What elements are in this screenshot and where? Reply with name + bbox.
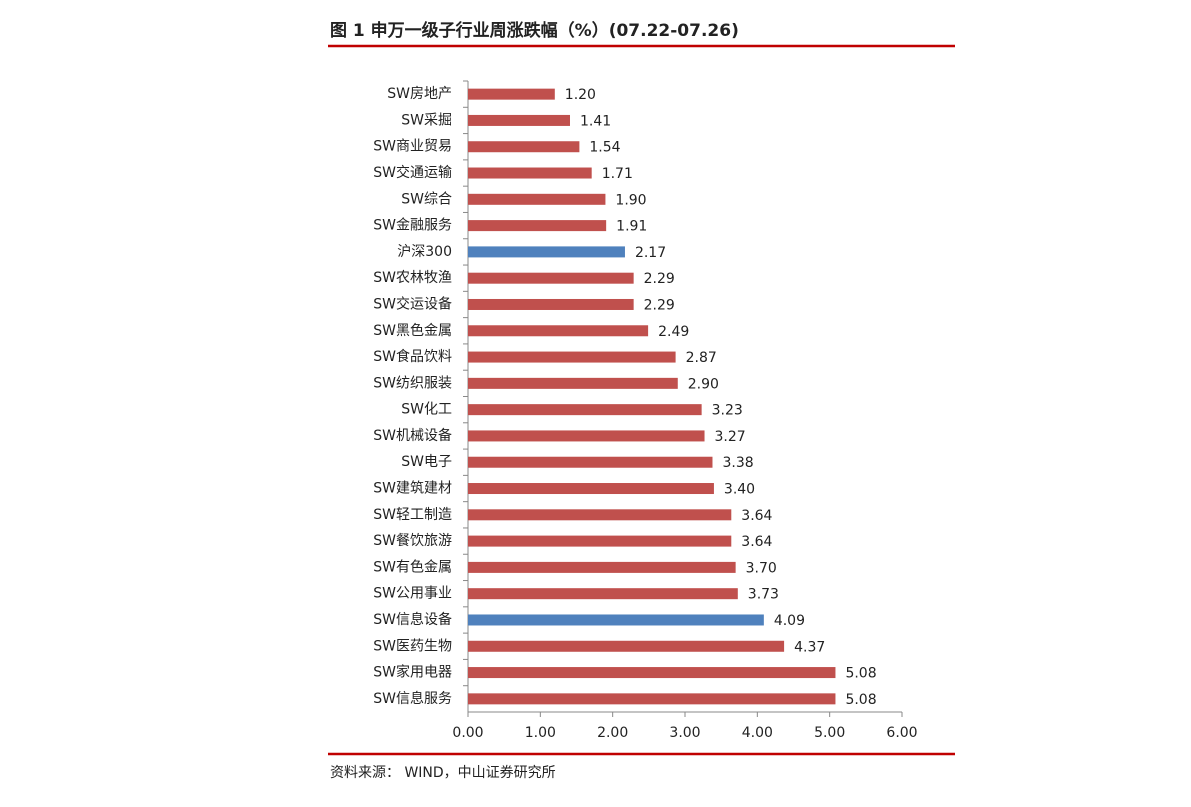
y-tick-label: SW公用事业 xyxy=(373,586,452,602)
bar xyxy=(468,351,676,363)
bar xyxy=(468,272,634,284)
x-tick-label: 2.00 xyxy=(597,725,628,741)
y-tick-label: SW信息服务 xyxy=(373,690,452,707)
x-tick-label: 6.00 xyxy=(886,725,917,741)
value-label: 1.71 xyxy=(602,166,633,182)
value-label: 3.64 xyxy=(741,534,772,550)
bar xyxy=(468,114,570,126)
y-tick-label: SW餐饮旅游 xyxy=(373,533,452,549)
bar xyxy=(468,561,736,573)
y-tick-label: SW有色金属 xyxy=(373,558,452,575)
bar xyxy=(468,640,785,652)
y-tick-label: SW交运设备 xyxy=(373,295,452,312)
bar xyxy=(468,193,606,205)
value-label: 2.49 xyxy=(658,324,689,340)
x-tick-label: 3.00 xyxy=(669,725,700,741)
y-tick-label: SW交通运输 xyxy=(373,164,452,181)
value-label: 1.20 xyxy=(565,87,596,103)
value-label: 1.90 xyxy=(615,192,646,208)
bar xyxy=(468,693,836,705)
value-label: 1.91 xyxy=(616,219,647,235)
y-tick-label: SW综合 xyxy=(401,191,452,207)
y-tick-label: SW建筑建材 xyxy=(373,481,452,497)
bar xyxy=(468,667,836,679)
y-tick-label: SW机械设备 xyxy=(373,427,452,444)
value-label: 2.29 xyxy=(644,297,675,313)
y-tick-label: SW房地产 xyxy=(387,86,452,102)
bar xyxy=(468,325,649,337)
x-tick-label: 4.00 xyxy=(742,725,773,741)
y-tick-label: SW金融服务 xyxy=(373,218,452,234)
source-note: 资料来源： WIND，中山证券研究所 xyxy=(330,765,556,781)
value-label: 4.09 xyxy=(774,613,805,629)
bar xyxy=(468,456,713,468)
value-label: 3.64 xyxy=(741,508,772,524)
bar xyxy=(468,246,625,258)
y-tick-label: SW采掘 xyxy=(401,112,452,128)
y-tick-label: SW农林牧渔 xyxy=(373,270,452,286)
x-tick-label: 5.00 xyxy=(814,725,845,741)
value-label: 3.23 xyxy=(712,403,743,419)
bar xyxy=(468,588,738,600)
value-label: 2.29 xyxy=(644,271,675,287)
y-tick-label: SW家用电器 xyxy=(373,664,452,681)
bar xyxy=(468,377,678,389)
value-label: 3.27 xyxy=(715,429,746,445)
bar xyxy=(468,614,764,626)
value-label: 1.54 xyxy=(589,140,620,156)
y-tick-label: SW化工 xyxy=(401,402,452,418)
value-label: 5.08 xyxy=(845,692,876,708)
y-tick-label: SW电子 xyxy=(401,454,452,470)
value-label: 4.37 xyxy=(794,639,825,655)
bar xyxy=(468,430,705,442)
y-tick-label: SW商业贸易 xyxy=(373,139,452,155)
bar xyxy=(468,404,702,416)
value-label: 3.70 xyxy=(746,560,777,576)
bar xyxy=(468,483,714,495)
y-tick-label: SW食品饮料 xyxy=(373,348,452,365)
x-tick-label: 1.00 xyxy=(525,725,556,741)
bar xyxy=(468,141,580,153)
value-label: 3.40 xyxy=(724,482,755,498)
x-tick-label: 0.00 xyxy=(452,725,483,741)
y-tick-label: SW黑色金属 xyxy=(373,322,452,339)
value-label: 3.73 xyxy=(748,587,779,603)
y-tick-label: SW信息设备 xyxy=(373,611,452,628)
bar xyxy=(468,535,732,547)
value-label: 2.90 xyxy=(688,376,719,392)
y-tick-label: 沪深300 xyxy=(397,244,452,260)
y-tick-label: SW纺织服装 xyxy=(373,375,452,391)
value-label: 5.08 xyxy=(845,666,876,682)
bar xyxy=(468,220,607,232)
value-label: 2.17 xyxy=(635,245,666,261)
value-label: 1.41 xyxy=(580,113,611,129)
chart-title: 图 1 申万一级子行业周涨跌幅（%）(07.22-07.26) xyxy=(330,20,739,41)
value-label: 2.87 xyxy=(686,350,717,366)
y-tick-label: SW轻工制造 xyxy=(373,507,452,523)
bar xyxy=(468,167,592,179)
bar xyxy=(468,298,634,310)
value-label: 3.38 xyxy=(722,455,753,471)
bar xyxy=(468,88,555,100)
bar xyxy=(468,509,732,521)
y-tick-label: SW医药生物 xyxy=(373,638,452,654)
